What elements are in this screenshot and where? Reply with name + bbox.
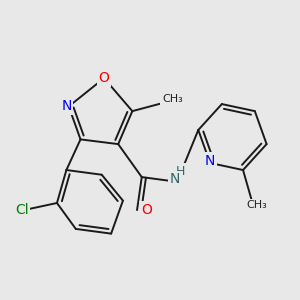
Text: CH₃: CH₃ [162, 94, 183, 104]
Text: N: N [169, 172, 180, 186]
Text: CH₃: CH₃ [247, 200, 268, 210]
Text: O: O [141, 203, 152, 217]
Text: O: O [99, 71, 110, 85]
Text: N: N [205, 154, 215, 168]
Text: H: H [176, 165, 185, 178]
Text: Cl: Cl [15, 203, 28, 217]
Text: N: N [61, 99, 72, 113]
